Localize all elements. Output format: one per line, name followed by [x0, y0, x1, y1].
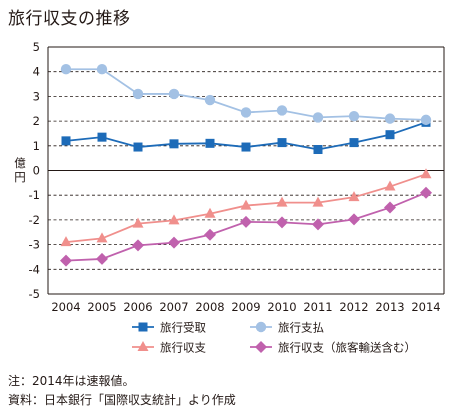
series-circle	[60, 64, 432, 126]
legend-label: 旅行支払	[278, 321, 324, 335]
y-axis-label: 億	[14, 156, 26, 170]
data-point	[384, 113, 396, 124]
x-tick-label: 2006	[123, 300, 152, 314]
data-point	[276, 105, 288, 116]
y-tick-label: -3	[29, 238, 40, 252]
x-tick-label: 2011	[303, 300, 332, 314]
data-point	[61, 136, 71, 146]
source-note: 資料：日本銀行「国際収支統計」より作成	[8, 393, 236, 407]
grid-lines	[48, 71, 444, 270]
data-point	[168, 88, 180, 100]
data-point	[384, 180, 396, 191]
chart-title: 旅行収支の推移	[8, 9, 131, 29]
footnote: 注：2014年は速報値。	[8, 374, 135, 388]
data-point	[204, 94, 216, 106]
data-point	[276, 216, 288, 229]
data-point	[348, 213, 360, 226]
data-point	[60, 254, 72, 267]
x-tick-label: 2007	[159, 300, 188, 314]
legend-marker	[255, 341, 267, 353]
data-point	[132, 217, 144, 228]
legend-item: 旅行受取	[132, 321, 206, 335]
data-point	[312, 196, 324, 207]
series-lines	[60, 64, 432, 267]
axes: 5 4 3 2 1 0 -1 -2 -3 -4 -5 億円 2004 2005 2006 2007 2008 20…	[14, 40, 445, 314]
y-tick-label: 0	[33, 164, 40, 178]
series-diamond	[60, 186, 432, 267]
data-point	[204, 228, 216, 241]
data-point	[240, 215, 252, 228]
data-point	[276, 196, 288, 207]
legend-item: 旅行支払	[250, 321, 324, 335]
data-point	[60, 236, 72, 247]
y-tick-label: 2	[33, 114, 40, 128]
data-point	[132, 88, 144, 100]
data-point	[420, 186, 432, 199]
data-point	[133, 142, 143, 152]
data-point	[385, 130, 395, 140]
legend-label: 旅行収支	[160, 341, 206, 355]
legend-marker	[137, 341, 149, 351]
series-triangle	[60, 168, 432, 247]
data-point	[241, 142, 251, 152]
data-point	[60, 64, 72, 75]
y-axis-label: 円	[14, 170, 26, 184]
y-tick-label: -2	[29, 213, 40, 227]
legend-item: 旅行収支（旅客輸送含む）	[250, 341, 416, 355]
data-point	[313, 145, 323, 155]
x-tick-label: 2009	[231, 300, 260, 314]
data-point	[205, 138, 215, 148]
data-point	[312, 218, 324, 231]
data-point	[240, 199, 252, 210]
data-point	[348, 191, 360, 202]
x-tick-label: 2005	[87, 300, 116, 314]
y-tick-label: 4	[33, 65, 40, 79]
x-tick-label: 2014	[411, 300, 440, 314]
x-tick-label: 2008	[195, 300, 224, 314]
y-tick-label: -5	[29, 287, 40, 301]
data-point	[169, 139, 179, 149]
legend-marker	[138, 322, 148, 332]
x-tick-label: 2013	[375, 300, 404, 314]
y-tick-label: 3	[33, 89, 40, 103]
x-tick-label: 2012	[339, 300, 368, 314]
data-point	[349, 138, 359, 148]
y-tick-label: 1	[33, 139, 40, 153]
data-point	[348, 110, 360, 122]
series-square	[61, 117, 431, 155]
data-point	[204, 207, 216, 218]
data-point	[312, 112, 324, 123]
data-point	[420, 114, 432, 126]
data-point	[96, 64, 108, 75]
data-point	[97, 132, 107, 142]
y-tick-label: -4	[29, 262, 40, 276]
legend-label: 旅行受取	[160, 321, 206, 335]
y-tick-label: 5	[33, 40, 40, 54]
y-tick-label: -1	[29, 188, 40, 202]
legend-item: 旅行収支	[132, 341, 206, 355]
data-point	[420, 168, 432, 179]
data-point	[384, 201, 396, 214]
data-point	[96, 252, 108, 265]
x-tick-label: 2004	[51, 300, 80, 314]
data-point	[168, 214, 180, 225]
legend-marker	[255, 321, 267, 333]
data-point	[240, 107, 252, 118]
x-tick-label: 2010	[267, 300, 296, 314]
data-point	[277, 138, 287, 148]
data-point	[132, 239, 144, 252]
data-point	[168, 236, 180, 249]
data-point	[96, 232, 108, 243]
legend-label: 旅行収支（旅客輸送含む）	[278, 341, 416, 355]
